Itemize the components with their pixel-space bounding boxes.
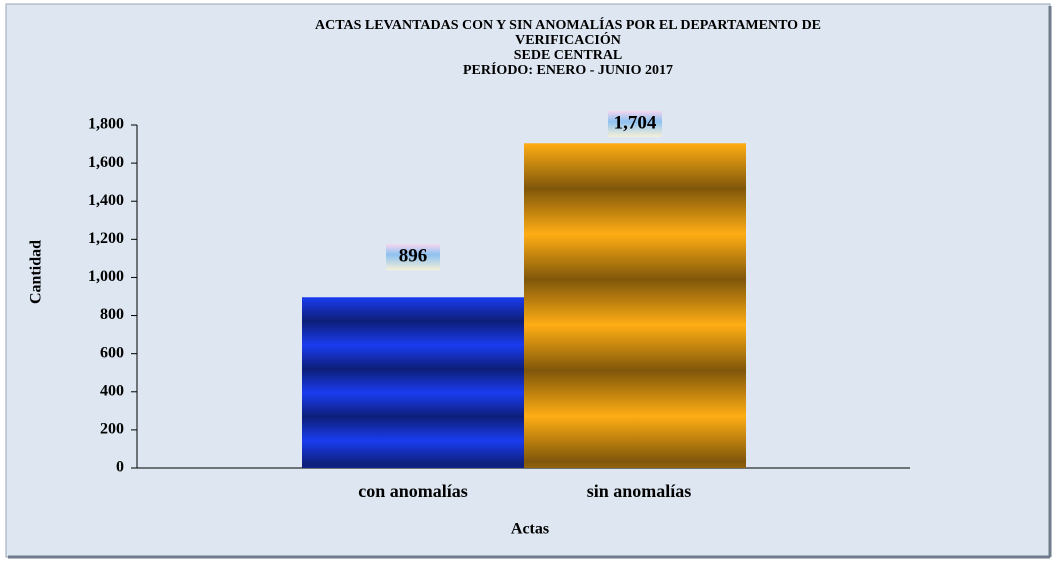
y-tick-label: 1,200 [88,230,124,247]
bar [302,297,524,468]
data-label: 896 [399,246,428,267]
y-tick-label: 200 [100,421,124,438]
chart-title: VERIFICACIÓN [515,31,621,48]
bar [524,143,746,468]
chart-title: SEDE CENTRAL [514,48,623,63]
y-tick-label: 0 [116,459,124,476]
chart-title: ACTAS LEVANTADAS CON Y SIN ANOMALÍAS POR… [315,16,821,33]
y-tick-label: 1,400 [88,192,124,209]
x-tick-label: con anomalías [358,481,468,501]
data-label: 1,704 [614,112,657,133]
x-axis-label: Actas [511,521,549,538]
data-label-background [608,111,662,137]
y-tick-label: 1,800 [88,116,124,133]
chart-title: PERÍODO: ENERO - JUNIO 2017 [463,61,673,78]
y-tick-label: 1,600 [88,154,124,171]
y-tick-label: 1,000 [88,268,124,285]
y-axis-label: Cantidad [28,240,45,304]
x-tick-label: sin anomalías [587,481,692,501]
y-tick-label: 800 [100,306,124,323]
y-tick-label: 600 [100,344,124,361]
y-tick-label: 400 [100,382,124,399]
data-label-background [386,244,440,271]
